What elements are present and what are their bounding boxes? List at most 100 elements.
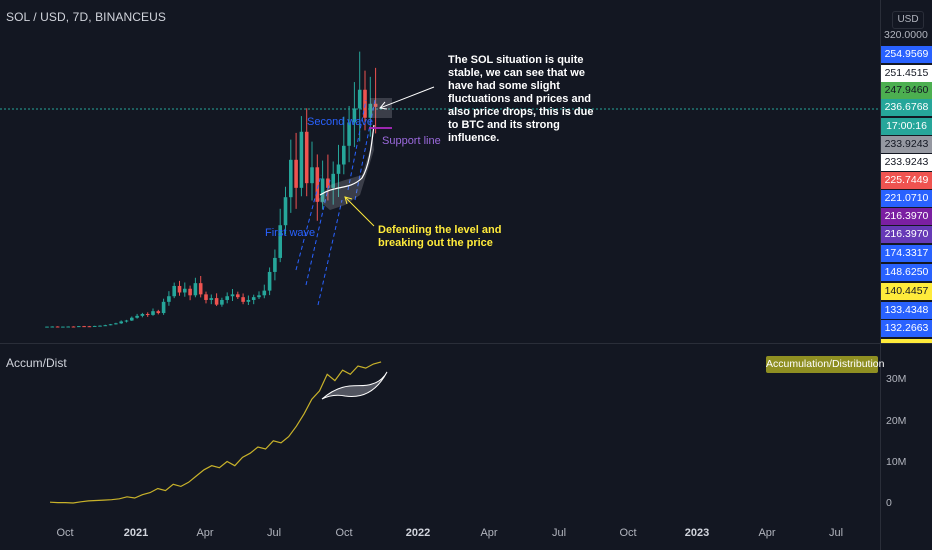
defend-arrow — [344, 196, 375, 227]
note-arrow-head — [379, 101, 388, 110]
candle-body — [257, 295, 261, 298]
symbol-header[interactable]: SOL / USD, 7D, BINANCEUS — [6, 10, 166, 24]
accum-dist-pane[interactable] — [0, 344, 880, 520]
candle-body — [61, 326, 65, 328]
price-label: 133.4348 — [881, 302, 932, 319]
price-axis-top-label: 320.0000 — [884, 29, 928, 41]
candle-body — [299, 131, 304, 188]
time-axis-label: 2021 — [123, 527, 149, 539]
second-wave-label[interactable]: Second wave — [307, 116, 374, 128]
candle-body — [331, 173, 335, 188]
osc-tick-0: 0 — [886, 497, 892, 509]
price-label: 216.3970 — [881, 208, 932, 225]
candle-body — [82, 326, 86, 328]
candle-body — [289, 159, 293, 198]
note-line-5: also price drops, this is due — [448, 106, 594, 118]
ad-curve-shape — [321, 371, 388, 400]
second-wave-line-2 — [354, 99, 376, 201]
candle-body — [241, 297, 245, 302]
note-arrow — [379, 86, 435, 109]
note-line-2: stable, we can see that we — [448, 67, 585, 79]
time-axis-label: Oct — [335, 527, 353, 539]
osc-tick-10m: 10M — [886, 456, 907, 468]
candle-body — [108, 324, 113, 326]
candlestick-series — [45, 51, 378, 328]
time-axis-label: Apr — [196, 527, 214, 539]
candle-body — [140, 313, 145, 316]
candle-body — [294, 159, 298, 188]
accum-dist-line — [49, 361, 382, 504]
oscillator-badge[interactable]: Accumulation/Distribution — [766, 356, 884, 373]
candle-body — [188, 288, 192, 296]
osc-tick-30m: 30M — [886, 373, 907, 385]
price-label: 17:00:16 — [881, 118, 932, 135]
time-axis-label: Jul — [828, 527, 844, 539]
support-line-label[interactable]: Support line — [382, 135, 441, 147]
candle-body — [71, 326, 76, 328]
curve-line — [319, 124, 375, 196]
candle-body — [92, 325, 97, 327]
note-line-4: fluctuations and prices and — [448, 93, 592, 105]
price-label: 254.9569 — [881, 46, 932, 63]
time-axis-label: Jul — [551, 527, 567, 539]
note-line-1: The SOL situation is quite — [448, 54, 584, 66]
defending-line-1: Defending the level and — [378, 224, 502, 236]
price-label: 233.9243 — [881, 136, 932, 153]
first-wave-line-high — [295, 174, 322, 271]
time-axis-label: Jul — [266, 527, 282, 539]
price-label: 140.4457 — [881, 283, 932, 300]
note-line-7: influence. — [448, 132, 500, 144]
first-wave-label[interactable]: First wave — [265, 227, 316, 239]
candle-body — [262, 290, 267, 296]
candle-body — [352, 108, 357, 123]
time-axis-label: 2023 — [684, 527, 710, 539]
candle-body — [225, 296, 229, 300]
note-annotation[interactable]: The SOL situation is quite stable, we ca… — [448, 54, 593, 145]
osc-tick-20m: 20M — [886, 415, 907, 427]
candle-body — [161, 301, 166, 314]
candle-body — [156, 311, 161, 314]
candle-body — [55, 326, 60, 328]
candle-body — [130, 317, 134, 321]
candle-body — [177, 285, 182, 293]
candle-body — [167, 296, 171, 302]
time-axis-label: Apr — [480, 527, 498, 539]
price-label: 251.4515 — [881, 65, 932, 82]
candle-body — [135, 315, 139, 318]
candle-body — [50, 326, 55, 328]
candle-body — [368, 103, 373, 118]
pane-divider[interactable] — [0, 343, 932, 344]
candle-body — [357, 89, 362, 109]
defending-annotation[interactable]: Defending the level and breaking out the… — [378, 224, 501, 250]
price-label: 221.0710 — [881, 190, 932, 207]
price-label: 225.7449 — [881, 172, 932, 189]
candle-body — [145, 313, 150, 315]
first-wave-line-low — [305, 179, 331, 286]
candle-body — [151, 311, 155, 315]
price-label: 148.6250 — [881, 264, 932, 281]
candle-body — [273, 257, 277, 272]
candle-body — [183, 288, 187, 293]
candle-body — [66, 326, 70, 328]
candle-body — [251, 297, 256, 300]
candle-body — [77, 326, 81, 328]
candle-body — [246, 299, 251, 302]
candle-body — [214, 298, 219, 305]
candle-body — [283, 197, 288, 226]
candle-body — [119, 321, 123, 324]
candle-body — [267, 271, 272, 291]
first-wave-line-low-2 — [317, 199, 343, 306]
candle-body — [230, 294, 235, 297]
currency-button[interactable]: USD — [892, 11, 924, 29]
candle-body — [204, 294, 208, 300]
candle-body — [209, 298, 214, 300]
oscillator-name[interactable]: Accum/Dist — [6, 356, 67, 370]
price-label: 216.3970 — [881, 226, 932, 243]
second-wave-line — [347, 99, 367, 191]
price-chart-pane[interactable] — [0, 0, 880, 343]
candle-body — [315, 167, 320, 202]
time-axis-label: Apr — [758, 527, 776, 539]
candle-body — [103, 325, 108, 327]
time-axis-label: 2022 — [405, 527, 431, 539]
